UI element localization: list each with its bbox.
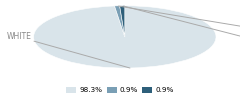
Wedge shape bbox=[34, 6, 216, 68]
Text: WHITE: WHITE bbox=[6, 32, 130, 68]
Text: BLACK: BLACK bbox=[124, 6, 240, 43]
Legend: 98.3%, 0.9%, 0.9%: 98.3%, 0.9%, 0.9% bbox=[66, 87, 174, 93]
Wedge shape bbox=[120, 6, 125, 37]
Text: HISPANIC: HISPANIC bbox=[119, 6, 240, 32]
Wedge shape bbox=[114, 6, 125, 37]
